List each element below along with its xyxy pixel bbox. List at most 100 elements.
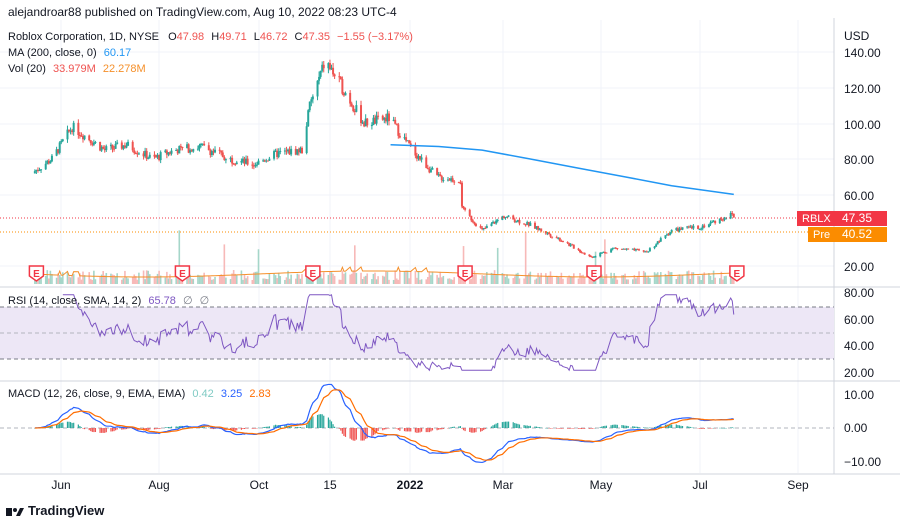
candle-body (91, 143, 94, 145)
time-tick: Oct (250, 478, 269, 492)
macd-histogram-bar (410, 428, 412, 432)
volume-bar (170, 279, 173, 284)
volume-bar (299, 278, 302, 284)
candle-body (568, 243, 571, 246)
macd-histogram-bar (99, 428, 101, 433)
macd-histogram-bar (646, 427, 648, 429)
candle-body (664, 235, 667, 239)
candle-body (384, 117, 387, 122)
macd-histogram-bar (528, 425, 530, 428)
macd-histogram-bar (251, 428, 253, 429)
macd-histogram-bar (503, 421, 505, 428)
volume-bar (579, 272, 581, 284)
macd-histogram-bar (514, 423, 516, 428)
macd-histogram-bar (545, 427, 547, 429)
macd-histogram-bar (419, 428, 421, 433)
candle-body (468, 209, 471, 216)
macd-histogram-bar (354, 428, 356, 441)
candle-body (254, 164, 257, 166)
candle-body (285, 150, 288, 152)
candle-body (580, 252, 583, 254)
volume-bar (69, 277, 72, 284)
volume-bar (338, 279, 341, 284)
macd-histogram-bar (671, 424, 673, 428)
candle-body (659, 238, 662, 242)
volume-bar (371, 279, 373, 284)
macd-histogram-bar (397, 428, 399, 430)
macd-histogram-bar (525, 425, 527, 428)
volume-bar (495, 274, 497, 284)
candle-body (482, 228, 485, 230)
volume-bar (548, 275, 550, 284)
price-tick: 120.00 (844, 82, 881, 96)
candle-body (431, 168, 434, 170)
tradingview-footer[interactable]: TradingView (6, 503, 104, 518)
volume-bar (403, 271, 406, 284)
candle-body (473, 221, 476, 224)
candle-body (414, 145, 417, 156)
macd-histogram-bar (233, 428, 235, 431)
volume-bar (77, 277, 80, 284)
macd-histogram-bar (279, 425, 281, 428)
candle-body (255, 164, 258, 166)
volume-bar (712, 270, 715, 284)
volume-bar (529, 271, 532, 284)
volume-bar (624, 273, 626, 284)
candle-body (555, 237, 558, 239)
candle-body (440, 176, 443, 181)
earnings-marker: E (729, 265, 745, 282)
candle-body (589, 256, 592, 258)
earnings-marker-label: E (179, 269, 186, 280)
volume-bar (321, 278, 323, 284)
volume-bar (55, 277, 58, 284)
macd-histogram-bar (667, 424, 670, 428)
macd-histogram-bar (535, 426, 538, 428)
grid (0, 20, 834, 473)
macd-histogram-bar (453, 426, 455, 428)
volume-bar (636, 275, 639, 284)
macd-histogram-bar (209, 428, 211, 429)
candle-body (397, 124, 400, 136)
candle-body (40, 169, 43, 171)
candle-body (701, 225, 704, 229)
svg-text:40.52: 40.52 (842, 227, 872, 241)
macd-histogram-bar (588, 428, 590, 429)
volume-bar (397, 279, 400, 284)
macd-histogram-bar (436, 428, 438, 431)
candle-body (349, 92, 352, 104)
volume-bar (486, 271, 488, 284)
macd-histogram-bar (113, 428, 115, 432)
candle-body (220, 150, 223, 153)
macd-histogram-bar (102, 428, 104, 433)
earnings-marker-shape (28, 265, 45, 282)
volume-bar (57, 273, 59, 284)
macd-histogram-bar (396, 428, 398, 429)
macd-histogram-bar (115, 428, 117, 431)
candle-body (429, 169, 432, 173)
candle-body (437, 174, 440, 176)
macd-histogram-bar (616, 424, 618, 428)
volume-bar (669, 272, 671, 284)
time-tick: Sep (787, 478, 809, 492)
candle-body (372, 117, 375, 126)
candle-body (593, 256, 595, 258)
volume-bar (610, 272, 612, 284)
volume-bar (113, 274, 115, 284)
macd-histogram-bar (573, 428, 575, 429)
volume-bar (189, 274, 191, 284)
candle-body (450, 178, 453, 181)
volume-bar (48, 278, 50, 284)
candle-body (569, 244, 572, 246)
price-tick: 100.00 (844, 118, 881, 132)
candle-body (153, 154, 156, 157)
volume-bar (71, 275, 73, 284)
candle-body (603, 251, 606, 253)
price-candles[interactable] (33, 59, 735, 259)
volume-bar (218, 275, 221, 284)
candle-body (507, 215, 510, 217)
volume-bar (557, 276, 560, 284)
candle-body (77, 122, 80, 136)
candle-body (645, 251, 648, 253)
